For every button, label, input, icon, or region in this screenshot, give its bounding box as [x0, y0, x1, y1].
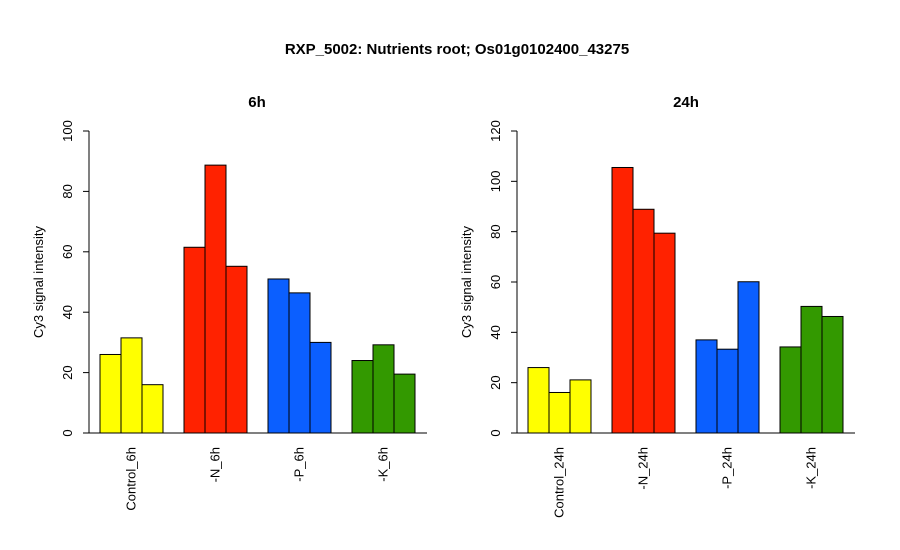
x-tick-label: -K_24h: [804, 447, 819, 489]
x-tick-label: -P_6h: [292, 447, 307, 482]
y-tick-label: 100: [60, 120, 75, 142]
panel-title: 24h: [673, 94, 699, 111]
bar: [99, 353, 122, 434]
y-tick-label: 0: [60, 429, 75, 436]
bar: [779, 346, 802, 434]
bar: [288, 292, 311, 434]
y-tick-label: 20: [488, 375, 503, 389]
bar: [821, 315, 844, 434]
bar: [204, 164, 227, 434]
panel-24h: 24h 0 20 40 60 80 100 120 Cy3 signal intensity Co…: [459, 94, 855, 518]
x-tick-label: -P_24h: [720, 447, 735, 489]
y-tick-label: 80: [488, 224, 503, 238]
y-tick-label: 80: [60, 184, 75, 198]
bar: [141, 384, 164, 434]
bar: [716, 348, 739, 434]
bar: [737, 281, 760, 434]
bar: [393, 373, 416, 434]
x-tick-label: -N_24h: [636, 447, 651, 490]
y-tick-label: 0: [488, 429, 503, 436]
bar: [267, 278, 290, 434]
bar: [225, 265, 248, 434]
bar: [800, 305, 823, 434]
x-tick-label: -K_6h: [376, 447, 391, 482]
figure-title: RXP_5002: Nutrients root; Os01g0102400_4…: [285, 41, 629, 58]
bar: [183, 246, 206, 434]
x-tick-label: Control_24h: [552, 447, 567, 518]
x-tick-label: Control_6h: [124, 447, 139, 511]
y-tick-label: 20: [60, 365, 75, 379]
y-tick-label: 60: [488, 275, 503, 289]
y-tick-label: 100: [488, 170, 503, 192]
panel-title: 6h: [248, 94, 266, 111]
x-tick-label: -N_6h: [208, 447, 223, 482]
bar: [309, 341, 332, 434]
bar: [351, 360, 374, 434]
y-axis-label: Cy3 signal intensity: [459, 226, 474, 338]
bar: [653, 232, 676, 434]
bar: [611, 166, 634, 434]
bar: [372, 344, 395, 434]
panel-6h: 6h 0 20 40 60 80 100 Cy3 signal intensity Contro…: [31, 94, 427, 511]
y-tick-label: 120: [488, 120, 503, 142]
bar: [548, 391, 571, 434]
y-axis-label: Cy3 signal intensity: [31, 226, 46, 338]
bar: [569, 379, 592, 434]
bar: [527, 367, 550, 434]
bar: [632, 208, 655, 434]
bar: [120, 337, 143, 434]
y-tick-label: 60: [60, 245, 75, 259]
bar: [695, 339, 718, 434]
y-tick-label: 40: [60, 305, 75, 319]
y-tick-label: 40: [488, 325, 503, 339]
